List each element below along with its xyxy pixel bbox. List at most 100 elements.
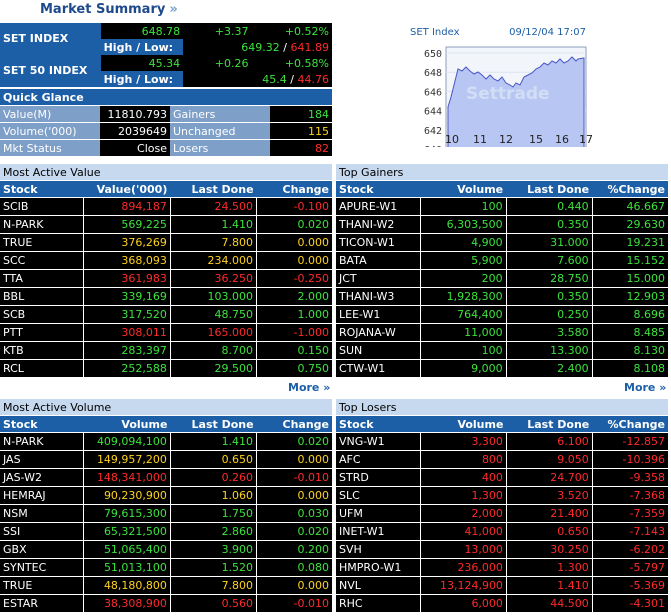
table-row[interactable]: INET-W1 41,000 0.650 -7.143 <box>336 522 668 541</box>
stock-symbol[interactable]: JAS-W2 <box>0 468 84 487</box>
stock-symbol[interactable]: RHC <box>336 594 421 613</box>
stock-symbol[interactable]: SLC <box>336 486 421 505</box>
table-row[interactable]: TRUE 376,269 7.800 0.000 <box>0 233 332 252</box>
most-active-value-more-link[interactable]: More » <box>288 381 331 394</box>
table-row[interactable]: CTW-W1 9,000 2.400 8.108 <box>336 359 668 378</box>
stock-symbol[interactable]: NSM <box>0 504 84 523</box>
table-row[interactable]: RCL 252,588 29.500 0.750 <box>0 359 332 378</box>
table-row[interactable]: PTT 308,011 165.000 -1.000 <box>0 323 332 342</box>
table-row[interactable]: RHC 6,000 44.500 -4.301 <box>336 594 668 613</box>
stock-symbol[interactable]: TICON-W1 <box>336 233 421 252</box>
stock-symbol[interactable]: BBL <box>0 287 84 306</box>
stock-symbol[interactable]: HEMRAJ <box>0 486 84 505</box>
table-row[interactable]: TRUE 48,180,800 7.800 0.000 <box>0 576 332 595</box>
table-row[interactable]: KTB 283,397 8.700 0.150 <box>0 341 332 360</box>
table-row[interactable]: SCIB 894,187 24.500 -0.100 <box>0 197 332 216</box>
stock-symbol[interactable]: CTW-W1 <box>336 359 421 378</box>
stock-symbol[interactable]: INET-W1 <box>336 522 421 541</box>
stock-symbol[interactable]: N-PARK <box>0 215 84 234</box>
stock-symbol[interactable]: BATA <box>336 251 421 270</box>
table-row[interactable]: SCB 317,520 48.750 1.000 <box>0 305 332 324</box>
stock-symbol[interactable]: STRD <box>336 468 421 487</box>
stock-symbol[interactable]: THANI-W3 <box>336 287 421 306</box>
table-row[interactable]: JAS 149,957,200 0.650 0.000 <box>0 450 332 469</box>
set50-index-label[interactable]: SET 50 INDEX <box>0 55 101 88</box>
stock-symbol[interactable]: VNG-W1 <box>336 432 421 451</box>
stock-symbol[interactable]: N-PARK <box>0 432 84 451</box>
table-row[interactable]: TTA 361,983 36.250 -0.250 <box>0 269 332 288</box>
stock-symbol[interactable]: APURE-W1 <box>336 197 421 216</box>
value-cell: 409,094,100 <box>83 432 171 451</box>
table-row[interactable]: SCC 368,093 234.000 0.000 <box>0 251 332 270</box>
stock-symbol[interactable]: LEE-W1 <box>336 305 421 324</box>
table-row[interactable]: LEE-W1 764,400 0.250 8.696 <box>336 305 668 324</box>
stock-symbol[interactable]: SCIB <box>0 197 84 216</box>
table-row[interactable]: SSI 65,321,500 2.860 0.020 <box>0 522 332 541</box>
value-cell: 9,000 <box>419 359 507 378</box>
top-losers-table: Top Losers Stock Volume Last Done %Chang… <box>336 399 668 613</box>
last-done-cell: 9.050 <box>505 450 593 469</box>
table-row[interactable]: JCT 200 28.750 15.000 <box>336 269 668 288</box>
table-row[interactable]: JAS-W2 148,341,000 0.260 -0.010 <box>0 468 332 487</box>
stock-symbol[interactable]: ESTAR <box>0 594 84 613</box>
stock-symbol[interactable]: ROJANA-W <box>336 323 421 342</box>
stock-symbol[interactable]: SCB <box>0 305 84 324</box>
stock-symbol[interactable]: THANI-W2 <box>336 215 421 234</box>
page-title[interactable]: Market Summary» <box>40 2 178 17</box>
table-row[interactable]: STRD 400 24.700 -9.358 <box>336 468 668 487</box>
stock-symbol[interactable]: SYNTEC <box>0 558 84 577</box>
table-row[interactable]: HEMRAJ 90,230,900 1.060 0.000 <box>0 486 332 505</box>
table-row[interactable]: AFC 800 9.050 -10.396 <box>336 450 668 469</box>
table-row[interactable]: SVH 13,000 30.250 -6.202 <box>336 540 668 559</box>
set-index-label[interactable]: SET INDEX <box>0 23 101 56</box>
stock-symbol[interactable]: HMPRO-W1 <box>336 558 421 577</box>
table-row[interactable]: N-PARK 409,094,100 1.410 0.020 <box>0 432 332 451</box>
stock-symbol[interactable]: TRUE <box>0 233 84 252</box>
table-row[interactable]: NSM 79,615,300 1.750 0.030 <box>0 504 332 523</box>
stock-symbol[interactable]: TRUE <box>0 576 84 595</box>
change-cell: -0.010 <box>256 468 332 487</box>
stock-symbol[interactable]: PTT <box>0 323 84 342</box>
stock-symbol[interactable]: JAS <box>0 450 84 469</box>
table-row[interactable]: N-PARK 569,225 1.410 0.020 <box>0 215 332 234</box>
table-row[interactable]: SYNTEC 51,013,100 1.520 0.080 <box>0 558 332 577</box>
qg-losers-label: Losers <box>170 139 270 157</box>
table-row[interactable]: NVL 13,124,900 1.410 -5.369 <box>336 576 668 595</box>
table-row[interactable]: TICON-W1 4,900 31.000 19.231 <box>336 233 668 252</box>
table-row[interactable]: THANI-W3 1,928,300 0.350 12.903 <box>336 287 668 306</box>
table-row[interactable]: ESTAR 38,308,900 0.560 -0.010 <box>0 594 332 613</box>
table-row[interactable]: VNG-W1 3,300 6.100 -12.857 <box>336 432 668 451</box>
table-row[interactable]: HMPRO-W1 236,000 1.300 -5.797 <box>336 558 668 577</box>
stock-symbol[interactable]: SSI <box>0 522 84 541</box>
table-row[interactable]: GBX 51,065,400 3.900 0.200 <box>0 540 332 559</box>
stock-symbol[interactable]: UFM <box>336 504 421 523</box>
table-row[interactable]: BBL 339,169 103.000 2.000 <box>0 287 332 306</box>
table-row[interactable]: UFM 2,000 21.400 -7.359 <box>336 504 668 523</box>
stock-symbol[interactable]: JCT <box>336 269 421 288</box>
value-cell: 51,013,100 <box>83 558 171 577</box>
table-row[interactable]: BATA 5,900 7.600 15.152 <box>336 251 668 270</box>
value-cell: 65,321,500 <box>83 522 171 541</box>
stock-symbol[interactable]: AFC <box>336 450 421 469</box>
hl-separator: / <box>279 40 291 54</box>
stock-symbol[interactable]: RCL <box>0 359 84 378</box>
last-done-cell: 2.860 <box>169 522 257 541</box>
set-index-chart[interactable]: Settrade 650 648 646 644 642 640 10 11 12 15 16 17… <box>408 27 598 147</box>
stock-symbol[interactable]: NVL <box>336 576 421 595</box>
stock-symbol[interactable]: SVH <box>336 540 421 559</box>
stock-symbol[interactable]: KTB <box>0 341 84 360</box>
stock-symbol[interactable]: SUN <box>336 341 421 360</box>
table-row[interactable]: SUN 100 13.300 8.130 <box>336 341 668 360</box>
stock-symbol[interactable]: SCC <box>0 251 84 270</box>
col-volume: Volume <box>420 180 507 198</box>
change-cell: 0.750 <box>256 359 332 378</box>
page-title-text[interactable]: Market Summary <box>40 2 166 17</box>
top-gainers-more-link[interactable]: More » <box>624 381 667 394</box>
stock-symbol[interactable]: TTA <box>0 269 84 288</box>
table-row[interactable]: ROJANA-W 11,000 3.580 8.485 <box>336 323 668 342</box>
table-row[interactable]: THANI-W2 6,303,500 0.350 29.630 <box>336 215 668 234</box>
table-row[interactable]: APURE-W1 100 0.440 46.667 <box>336 197 668 216</box>
table-row[interactable]: SLC 1,300 3.520 -7.368 <box>336 486 668 505</box>
stock-symbol[interactable]: GBX <box>0 540 84 559</box>
change-cell: 0.000 <box>256 251 332 270</box>
